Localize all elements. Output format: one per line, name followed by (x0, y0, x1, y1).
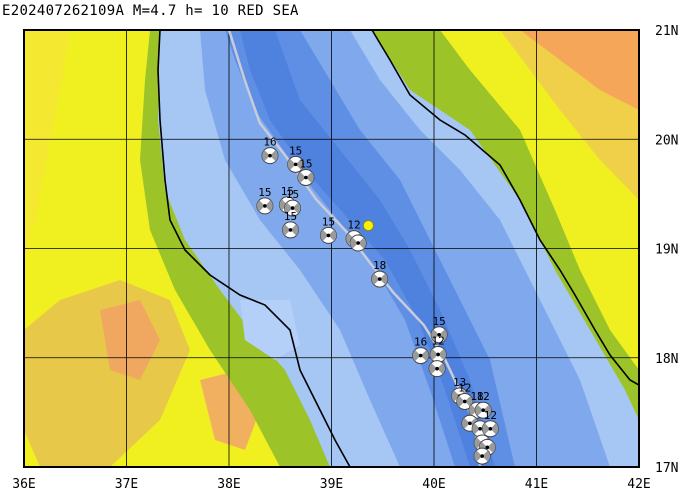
latitude-tick-label: 20N (655, 133, 678, 148)
event-marker: 18 (371, 259, 389, 288)
event-depth-label: 12 (431, 334, 444, 347)
coastline-west (157, 29, 351, 468)
event-marker (349, 234, 367, 252)
event-marker: 15 (319, 215, 337, 244)
event-marker: 16 (412, 336, 430, 365)
event-depth-label: 16 (414, 336, 427, 349)
event-marker: 12 (474, 390, 492, 419)
event-depth-label: 16 (263, 136, 276, 149)
longitude-tick-label: 42E (627, 477, 650, 492)
longitude-tick-label: 38E (217, 477, 240, 492)
axis-labels: 36E 37E 38E 39E 40E 41E 42E 21N 20N 19N 18N 17N (12, 24, 678, 492)
event-marker: 12 (429, 334, 447, 363)
event-depth-label: 15 (286, 188, 299, 201)
longitude-tick-label: 39E (320, 477, 343, 492)
map-frame (23, 29, 640, 468)
event-depth-label: 18 (373, 259, 386, 272)
event-marker: 12 (456, 381, 474, 410)
latitude-tick-label: 18N (655, 352, 678, 367)
coastline-east (371, 29, 640, 386)
event-marker: 15 (284, 188, 302, 217)
main-epicenter-marker (362, 220, 374, 231)
event-depth-label: 12 (477, 390, 490, 403)
event-depth-label: 15 (281, 185, 294, 198)
land-east-peaks (520, 30, 639, 110)
event-depth-label: 15 (289, 144, 302, 157)
latitude-tick-label: 19N (655, 243, 678, 258)
sea-shallow-bank (240, 300, 300, 360)
event-depth-label: 18 (470, 390, 483, 403)
event-marker (428, 360, 446, 378)
event-marker: 16 (261, 136, 279, 165)
map-title: E202407262109A M=4.7 h= 10 RED SEA (2, 3, 299, 19)
event-depth-label: 13 (453, 376, 466, 389)
longitude-tick-label: 41E (525, 477, 548, 492)
event-marker: 15 (256, 186, 274, 215)
event-marker: 15 (287, 144, 305, 173)
event-marker: 15 (282, 210, 299, 239)
event-marker: 15 (430, 315, 448, 344)
latitude-tick-label: 17N (655, 461, 678, 476)
event-depth-label: 15 (433, 315, 446, 328)
latitude-tick-label: 21N (655, 24, 678, 39)
longitude-tick-label: 37E (115, 477, 138, 492)
event-marker: 15 (297, 157, 315, 186)
event-depth-label: 15 (284, 210, 297, 223)
longitude-tick-label: 40E (422, 477, 445, 492)
event-depth-label: 12 (484, 409, 497, 422)
event-depth-label: 15 (322, 215, 335, 228)
longitude-tick-label: 36E (12, 477, 35, 492)
event-depth-label: 15 (299, 157, 312, 170)
event-marker (473, 447, 491, 465)
event-depth-label: 12 (347, 219, 360, 232)
land-west-peaks (100, 300, 160, 380)
event-depth-label: 15 (258, 186, 271, 199)
land-west-highlands (24, 30, 70, 260)
event-depth-label: 12 (458, 381, 471, 394)
event-marker: 12 (481, 409, 499, 438)
